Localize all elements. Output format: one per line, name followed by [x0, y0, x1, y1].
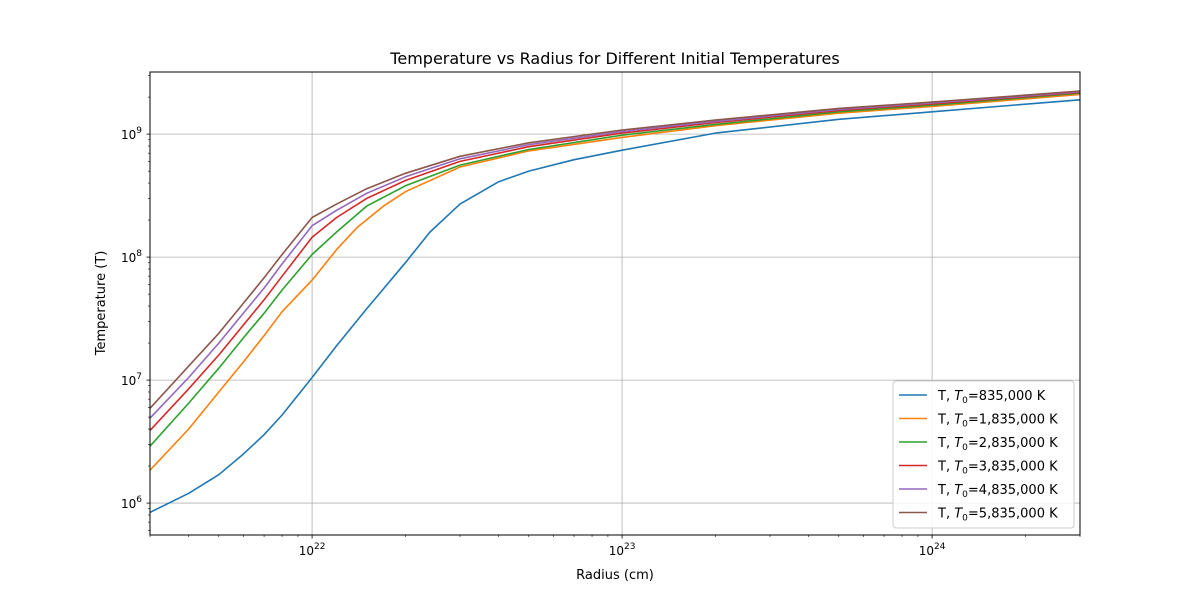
grid [150, 72, 1080, 535]
legend-label: T, T0=835,000 K [937, 389, 1046, 406]
series-line-4 [150, 91, 1080, 431]
series-line-2 [150, 93, 1080, 471]
plot-frame [149, 71, 1081, 536]
series-layer [150, 90, 1080, 514]
series-line-6 [150, 90, 1080, 409]
x-axis-label: Radius (cm) [576, 568, 654, 583]
legend: T, T0=835,000 K T, T0=1,835,000 K T, T0=2,… [892, 380, 1075, 529]
series-line-5 [150, 91, 1080, 419]
series-line-3 [150, 92, 1080, 447]
x-tick-label: 1023 [609, 542, 636, 558]
legend-box [892, 380, 1075, 529]
legend-label: T, T0=5,835,000 K [937, 507, 1058, 524]
legend-label: T, T0=4,835,000 K [937, 483, 1058, 500]
ticks: 1022 1023 1024 106 107 108 109 [121, 75, 1081, 558]
y-tick-label: 106 [121, 495, 142, 511]
legend-label: T, T0=1,835,000 K [937, 413, 1058, 430]
series-line-1 [150, 99, 1080, 514]
x-tick-label: 1024 [919, 542, 946, 558]
legend-label: T, T0=3,835,000 K [937, 460, 1058, 477]
y-tick-label: 109 [121, 126, 142, 142]
x-tick-label: 1022 [299, 542, 326, 558]
y-tick-label: 108 [121, 249, 142, 265]
y-tick-label: 107 [121, 372, 142, 388]
legend-label: T, T0=2,835,000 K [937, 436, 1058, 453]
y-axis-label: Temperature (T) [94, 251, 109, 357]
chart-title: Temperature vs Radius for Different Init… [389, 49, 839, 68]
